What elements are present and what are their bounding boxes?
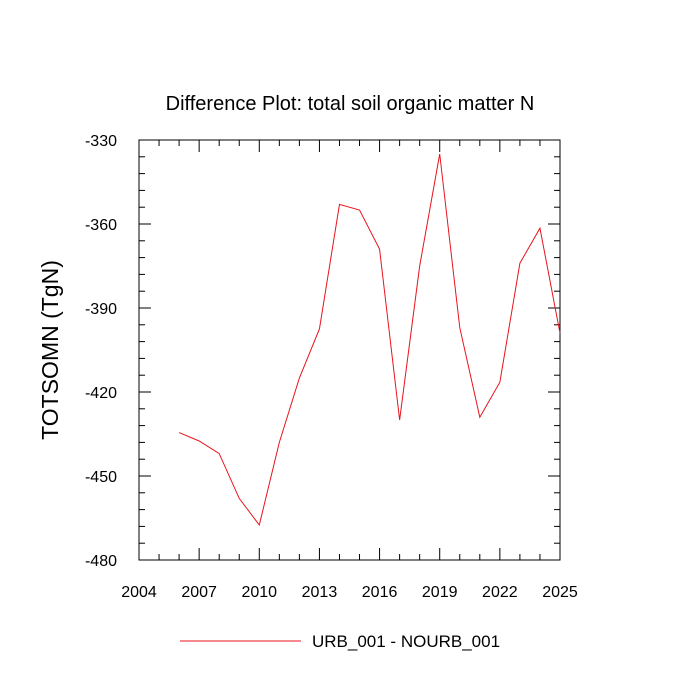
x-tick-label: 2004 (121, 584, 157, 601)
x-tick-label: 2010 (241, 584, 277, 601)
x-tick-label: 2013 (302, 584, 338, 601)
x-tick-label: 2007 (181, 584, 217, 601)
y-tick-label: -480 (85, 553, 117, 570)
y-tick-label: -330 (85, 133, 117, 150)
y-axis-title: TOTSOMN (TgN) (37, 260, 63, 440)
x-tick-label: 2019 (422, 584, 458, 601)
y-tick-label: -420 (85, 385, 117, 402)
chart-title: Difference Plot: total soil organic matt… (166, 93, 535, 115)
series-layer (178, 153, 561, 527)
plot-frame (138, 139, 561, 561)
axes-layer: 2004 2007 2010 2013 2016 2019 2022 2025 -330 -360… (85, 133, 578, 601)
x-tick-label: 2022 (482, 584, 518, 601)
legend: URB_001 - NOURB_001 (180, 632, 500, 651)
y-tick-label: -390 (85, 301, 117, 318)
x-tick-label: 2016 (362, 584, 398, 601)
series-line-0 (178, 153, 561, 527)
legend-label-series-0: URB_001 - NOURB_001 (312, 632, 500, 651)
x-tick-label: 2025 (542, 584, 578, 601)
y-tick-label: -360 (85, 217, 117, 234)
y-tick-label: -450 (85, 469, 117, 486)
